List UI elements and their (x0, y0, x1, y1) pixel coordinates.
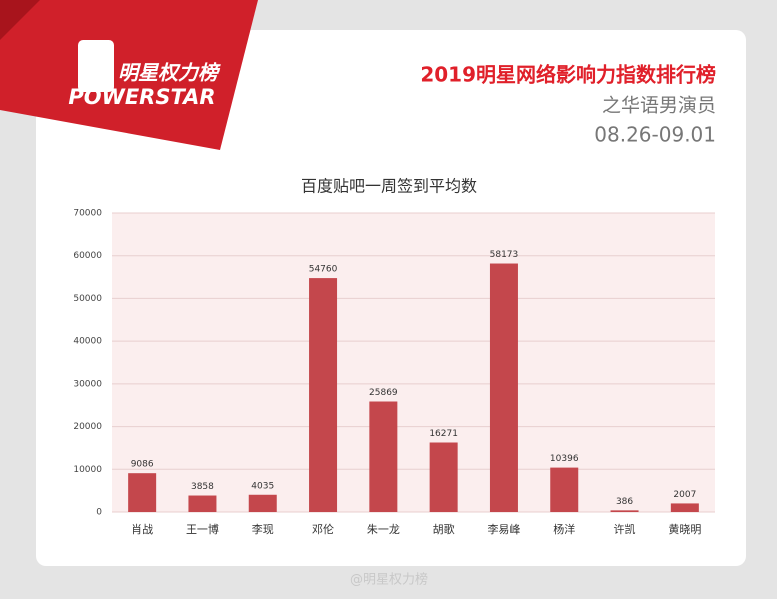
x-tick-label: 李易峰 (487, 522, 520, 536)
logo-text: 明星权力榜 (118, 61, 221, 85)
bar (309, 278, 338, 512)
y-tick-label: 10000 (73, 465, 102, 475)
value-label: 9086 (131, 460, 154, 470)
value-label: 58173 (490, 250, 519, 260)
x-tick-label: 邓伦 (312, 522, 334, 536)
value-label: 54760 (309, 265, 338, 275)
x-tick-label: 许凯 (614, 523, 636, 536)
subtitle: 之华语男演员 (602, 95, 716, 117)
bar (489, 263, 518, 512)
x-tick-label: 肖战 (131, 522, 153, 536)
y-tick-label: 0 (96, 508, 102, 518)
bar (670, 503, 699, 512)
bar (550, 467, 579, 512)
y-tick-label: 50000 (73, 294, 102, 304)
bar (248, 494, 277, 512)
x-tick-label: 朱一龙 (367, 523, 400, 536)
value-label: 25869 (369, 388, 398, 398)
value-label: 10396 (550, 454, 579, 464)
value-label: 16271 (429, 429, 458, 439)
x-tick-label: 黄晓明 (668, 522, 701, 536)
y-tick-label: 20000 (73, 422, 102, 432)
chart-title: 百度贴吧一周签到平均数 (301, 177, 477, 196)
x-tick-label: 李现 (252, 522, 274, 536)
y-tick-label: 60000 (73, 251, 102, 261)
logo-fist (78, 40, 114, 92)
x-tick-label: 王一博 (186, 523, 219, 536)
x-tick-label: 胡歌 (433, 522, 455, 536)
bar (610, 510, 639, 512)
date: 08.26-09.01 (594, 123, 716, 147)
x-tick-label: 杨洋 (553, 522, 575, 536)
value-label: 386 (616, 497, 633, 507)
bar (188, 495, 217, 512)
main-title: 2019明星网络影响力指数排行榜 (420, 63, 716, 87)
bar (369, 401, 398, 512)
plot-area (112, 213, 715, 512)
y-tick-label: 40000 (73, 337, 102, 347)
logo-banner (0, 0, 258, 150)
y-tick-label: 70000 (73, 209, 102, 219)
logo-brand: POWERSTAR (68, 85, 215, 109)
logo-corner (0, 0, 40, 40)
value-label: 4035 (251, 481, 274, 491)
bar (128, 473, 157, 512)
y-tick-label: 30000 (73, 379, 102, 389)
value-label: 2007 (673, 490, 696, 500)
bar (429, 442, 458, 512)
value-label: 3858 (191, 482, 214, 492)
watermark: @明星权力榜 (350, 572, 428, 588)
